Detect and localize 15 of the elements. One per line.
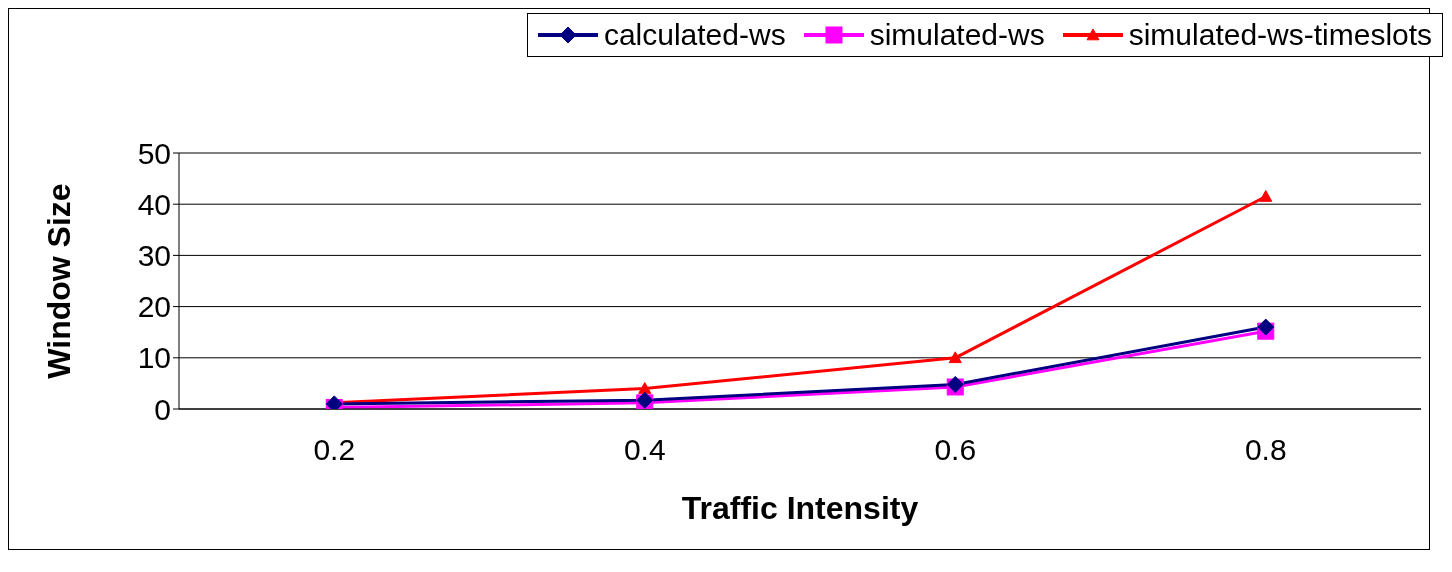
x-tick-label: 0.6 (934, 433, 977, 467)
legend-label: simulated-ws (869, 18, 1045, 52)
legend-label: simulated-ws-timeslots (1128, 18, 1433, 52)
x-tick-label: 0.8 (1244, 433, 1287, 467)
y-axis-title: Window Size (41, 183, 78, 379)
y-tick-label: 50 (137, 136, 171, 170)
y-tick-label: 30 (137, 239, 171, 273)
y-tick-label: 0 (154, 392, 171, 426)
y-tick-label: 40 (137, 187, 171, 221)
y-tick-label: 10 (137, 341, 171, 375)
legend-label: calculated-ws (603, 18, 786, 52)
x-axis-title: Traffic Intensity (681, 490, 919, 526)
x-tick-label: 0.2 (313, 433, 356, 467)
y-tick-label: 20 (137, 290, 171, 324)
x-tick-label: 0.4 (623, 433, 666, 467)
